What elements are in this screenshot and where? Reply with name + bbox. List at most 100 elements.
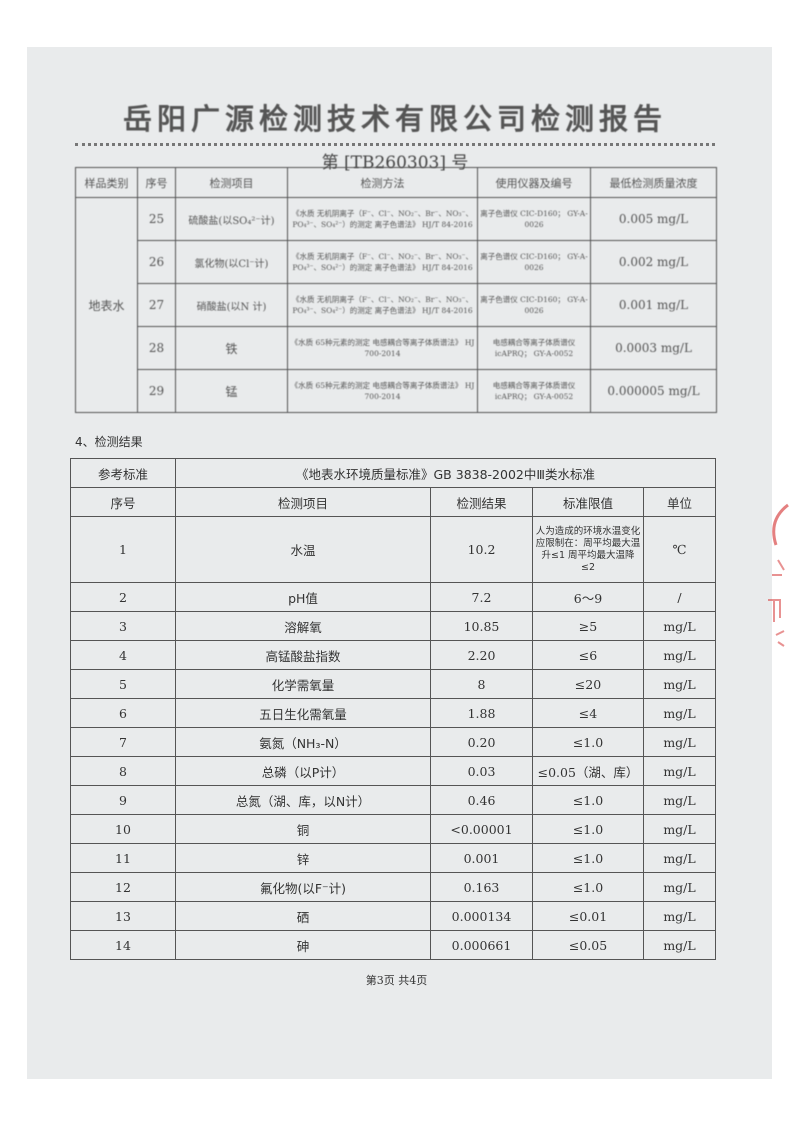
method-row: 27 硝酸盐(以N 计) 《水质 无机阴离子（F⁻、Cl⁻、NO₂⁻、Br⁻、NO₃… [76, 283, 717, 327]
result-row: 7 氨氮（NH₃-N） 0.20 ≤1.0 mg/L [70, 727, 716, 757]
row-number: 29 [137, 369, 176, 413]
results-header: 序号 检测项目 检测结果 标准限值 单位 [70, 487, 716, 517]
detection-limit: 0.001 mg/L [590, 283, 717, 327]
standard-limit: ≥5 [532, 611, 644, 641]
header-cell: 检测项目 [175, 487, 431, 517]
test-result: <0.00001 [430, 814, 533, 844]
unit: mg/L [643, 930, 716, 960]
row-number: 6 [70, 698, 176, 728]
row-number: 11 [70, 843, 176, 873]
instrument: 电感耦合等离子体质谱仪icAPRQ； GY-A-0052 [477, 326, 591, 370]
test-result: 10.85 [430, 611, 533, 641]
header-cell: 使用仪器及编号 [477, 167, 591, 198]
test-item: 砷 [175, 930, 431, 960]
result-row: 6 五日生化需氧量 1.88 ≤4 mg/L [70, 698, 716, 728]
unit: ℃ [643, 516, 716, 583]
header-cell: 检测项目 [175, 167, 288, 198]
result-row: 13 硒 0.000134 ≤0.01 mg/L [70, 901, 716, 931]
unit: mg/L [643, 901, 716, 931]
row-number: 26 [137, 240, 176, 284]
method-row: 26 氯化物(以Cl⁻计) 《水质 无机阴离子（F⁻、Cl⁻、NO₂⁻、Br⁻、NO… [76, 240, 717, 284]
detection-limit: 0.000005 mg/L [590, 369, 717, 413]
test-item: 总磷（以P计） [175, 756, 431, 786]
instrument: 离子色谱仪 CIC-D160； GY-A-0026 [477, 283, 591, 327]
test-method: 《水质 无机阴离子（F⁻、Cl⁻、NO₂⁻、Br⁻、NO₃⁻、PO₄³⁻、SO₄… [287, 197, 478, 241]
header-cell: 检测结果 [430, 487, 533, 517]
result-row: 5 化学需氧量 8 ≤20 mg/L [70, 669, 716, 699]
instrument: 离子色谱仪 CIC-D160； GY-A-0026 [477, 240, 591, 284]
row-number: 8 [70, 756, 176, 786]
ref-value: 《地表水环境质量标准》GB 3838-2002中Ⅲ类水标准 [175, 458, 716, 488]
result-row: 14 砷 0.000661 ≤0.05 mg/L [70, 930, 716, 960]
unit: mg/L [643, 669, 716, 699]
result-row: 10 铜 <0.00001 ≤1.0 mg/L [70, 814, 716, 844]
test-result: 0.000134 [430, 901, 533, 931]
page-footer: 第3页 共4页 [365, 974, 428, 987]
row-number: 7 [70, 727, 176, 757]
result-row: 12 氟化物(以F⁻计) 0.163 ≤1.0 mg/L [70, 872, 716, 902]
standard-limit: ≤4 [532, 698, 644, 728]
unit: mg/L [643, 640, 716, 670]
detection-limit: 0.0003 mg/L [590, 326, 717, 370]
test-result: 0.001 [430, 843, 533, 873]
row-number: 25 [137, 197, 176, 241]
standard-limit: 6～9 [532, 582, 644, 612]
header-cell: 序号 [137, 167, 176, 198]
unit: mg/L [643, 698, 716, 728]
standard-limit: ≤6 [532, 640, 644, 670]
test-result: 2.20 [430, 640, 533, 670]
test-method: 《水质 无机阴离子（F⁻、Cl⁻、NO₂⁻、Br⁻、NO₃⁻、PO₄³⁻、SO₄… [287, 240, 478, 284]
header-cell: 最低检测质量浓度 [590, 167, 717, 198]
test-result: 0.46 [430, 785, 533, 815]
row-number: 2 [70, 582, 176, 612]
test-result: 0.000661 [430, 930, 533, 960]
standard-limit: ≤1.0 [532, 814, 644, 844]
row-number: 5 [70, 669, 176, 699]
instrument: 离子色谱仪 CIC-D160； GY-A-0026 [477, 197, 591, 241]
header-cell: 标准限值 [532, 487, 644, 517]
test-item: 氟化物(以F⁻计) [175, 872, 431, 902]
result-row: 4 高锰酸盐指数 2.20 ≤6 mg/L [70, 640, 716, 670]
unit: mg/L [643, 756, 716, 786]
method-row: 地表水 25 硫酸盐(以SO₄²⁻计) 《水质 无机阴离子（F⁻、Cl⁻、NO₂⁻、B… [75, 197, 717, 413]
row-number: 13 [70, 901, 176, 931]
results-table: 参考标准 《地表水环境质量标准》GB 3838-2002中Ⅲ类水标准 序号 检测… [70, 458, 716, 960]
test-result: 10.2 [430, 516, 533, 583]
test-item: 氯化物(以Cl⁻计) [175, 240, 288, 284]
unit: / [643, 582, 716, 612]
instrument: 电感耦合等离子体质谱仪icAPRQ； GY-A-0052 [477, 369, 591, 413]
reference-standard-row: 参考标准 《地表水环境质量标准》GB 3838-2002中Ⅲ类水标准 [70, 458, 716, 488]
detection-limit: 0.005 mg/L [590, 197, 717, 241]
test-item: 锌 [175, 843, 431, 873]
row-number: 12 [70, 872, 176, 902]
standard-limit: 人为造成的环境水温变化应限制在：周平均最大温升≤1 周平均最大温降≤2 [532, 516, 644, 583]
result-row: 11 锌 0.001 ≤1.0 mg/L [70, 843, 716, 873]
red-stamp-fragment [768, 503, 789, 647]
test-item: pH值 [175, 582, 431, 612]
standard-limit: ≤1.0 [532, 872, 644, 902]
detection-limit: 0.002 mg/L [590, 240, 717, 284]
test-result: 8 [430, 669, 533, 699]
method-table: 样品类别 序号 检测项目 检测方法 使用仪器及编号 最低检测质量浓度 地表水 25… [75, 167, 717, 413]
row-number: 27 [137, 283, 176, 327]
test-item: 五日生化需氧量 [175, 698, 431, 728]
test-method: 《水质 无机阴离子（F⁻、Cl⁻、NO₂⁻、Br⁻、NO₃⁻、PO₄³⁻、SO₄… [287, 283, 478, 327]
unit: mg/L [643, 872, 716, 902]
row-number: 14 [70, 930, 176, 960]
standard-limit: ≤0.05（湖、库） [532, 756, 644, 786]
sample-category: 地表水 [75, 197, 138, 413]
header-cell: 单位 [643, 487, 716, 517]
test-item: 锰 [175, 369, 288, 413]
result-row: 1 水温 10.2 人为造成的环境水温变化应限制在：周平均最大温升≤1 周平均最大温降… [70, 516, 716, 583]
test-result: 0.20 [430, 727, 533, 757]
report-title: 岳阳广源检测技术有限公司检测报告 [122, 102, 667, 136]
test-item: 硝酸盐(以N 计) [175, 283, 288, 327]
test-result: 0.03 [430, 756, 533, 786]
result-row: 8 总磷（以P计） 0.03 ≤0.05（湖、库） mg/L [70, 756, 716, 786]
standard-limit: ≤1.0 [532, 843, 644, 873]
test-item: 铁 [175, 326, 288, 370]
test-item: 溶解氧 [175, 611, 431, 641]
row-number: 28 [137, 326, 176, 370]
unit: mg/L [643, 814, 716, 844]
standard-limit: ≤1.0 [532, 727, 644, 757]
